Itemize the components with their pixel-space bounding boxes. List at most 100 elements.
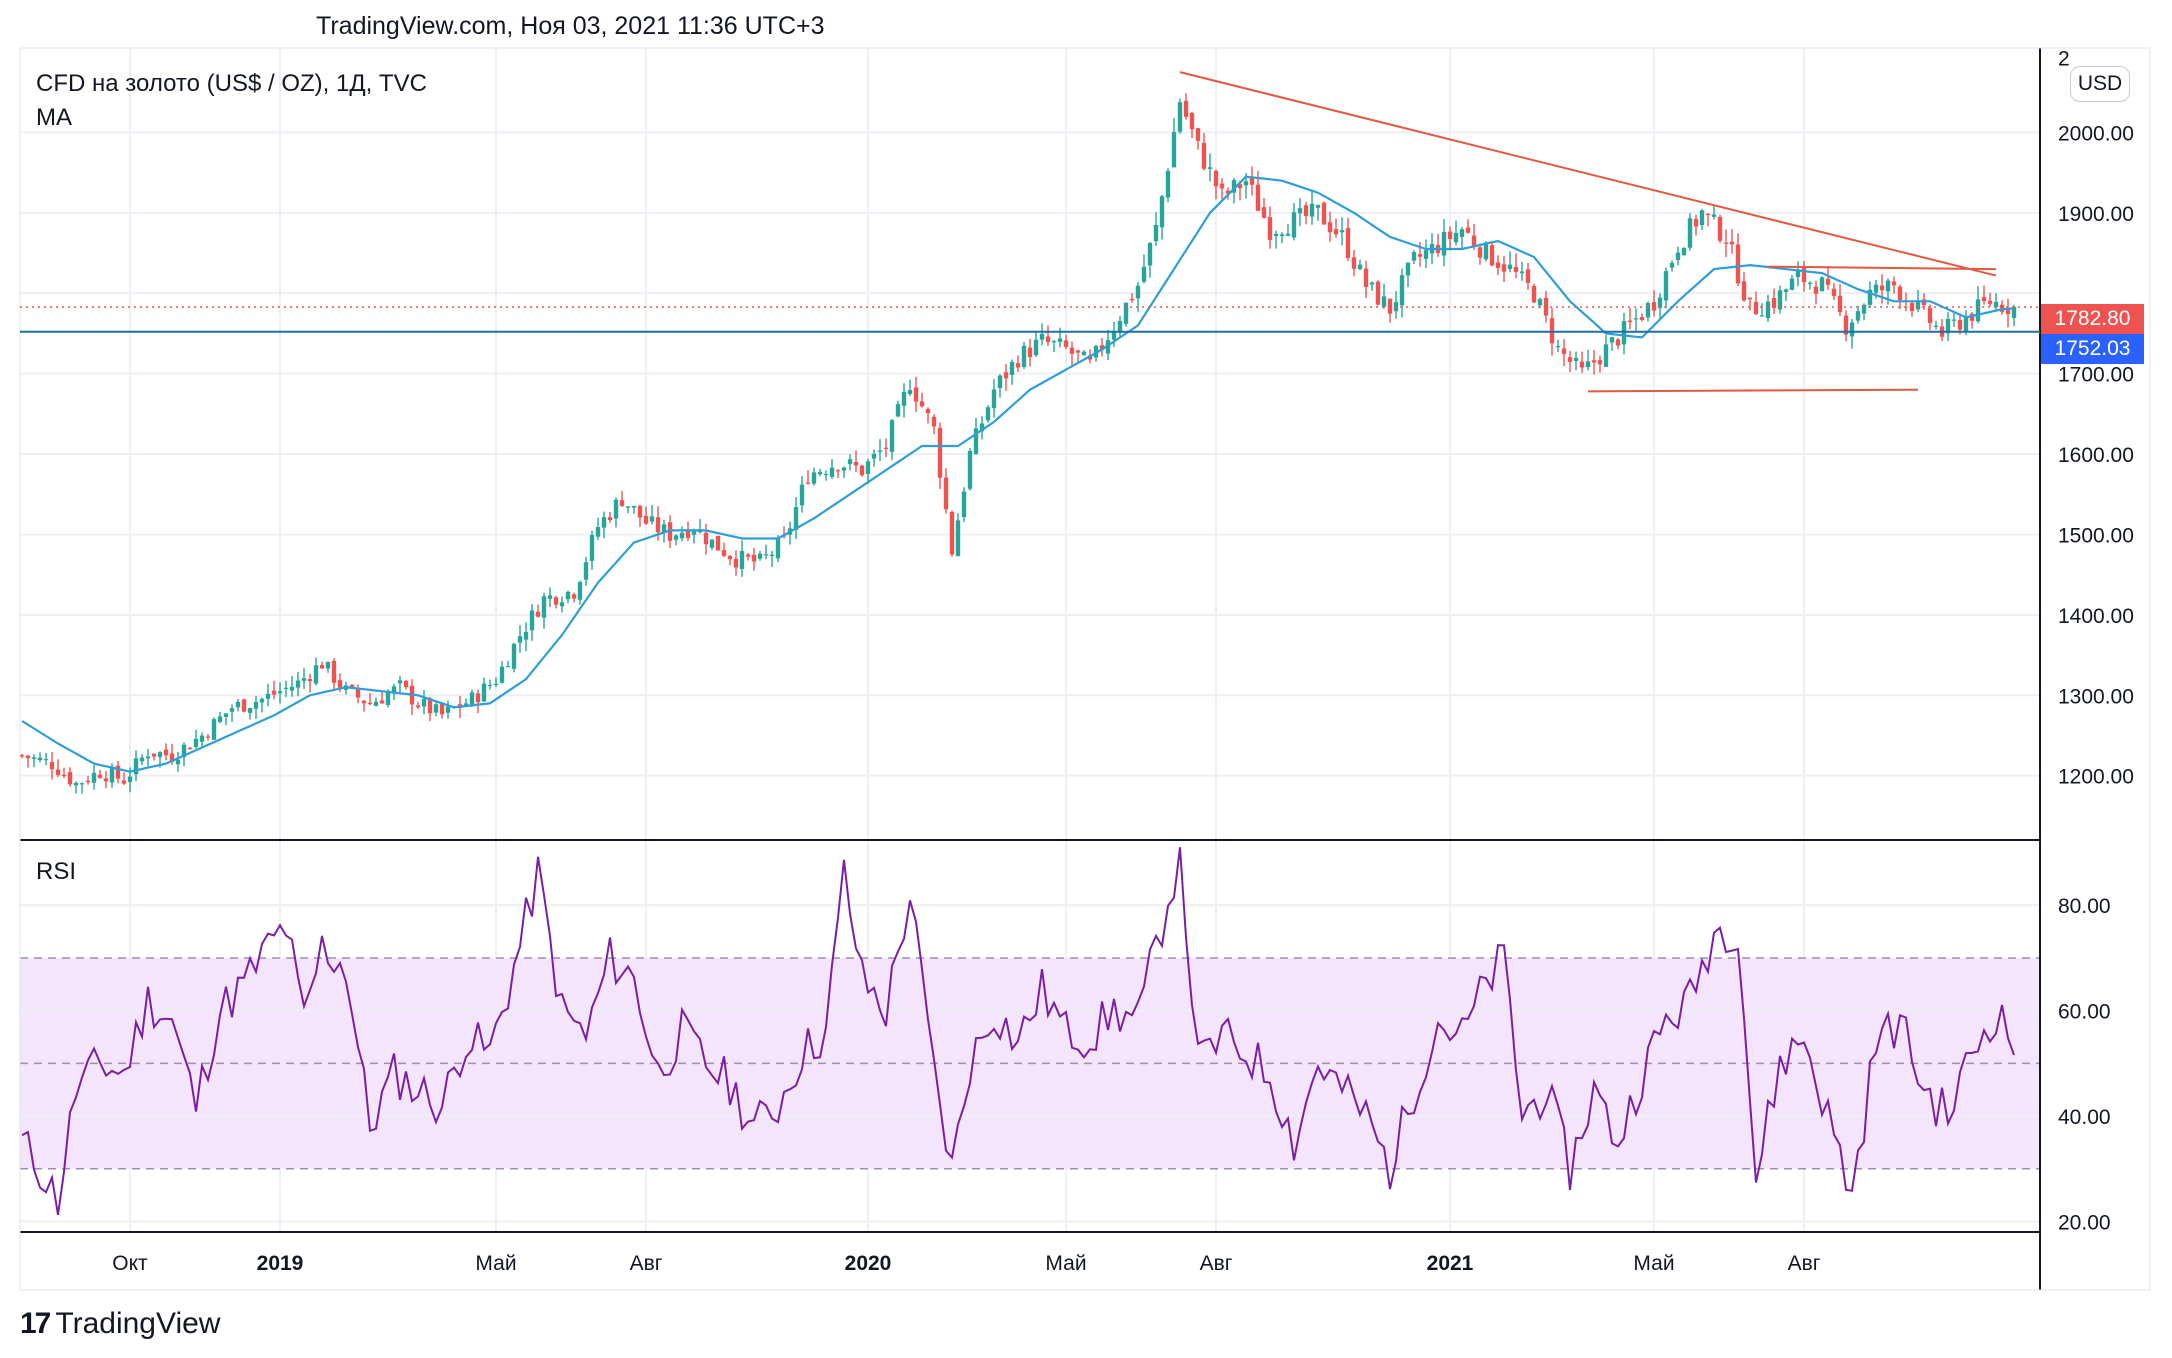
candle xyxy=(673,535,679,540)
candle xyxy=(361,700,367,704)
x-tick-label: 2020 xyxy=(845,1252,892,1275)
candle xyxy=(1159,196,1165,228)
candle xyxy=(1741,281,1747,301)
candle xyxy=(1753,301,1759,315)
candle xyxy=(61,774,67,776)
candle xyxy=(151,753,157,757)
candle xyxy=(967,450,973,489)
rsi-y-tick-label: 60.00 xyxy=(2058,1001,2111,1024)
currency-badge[interactable]: USD xyxy=(2070,66,2130,102)
chart-frame xyxy=(19,47,2151,1291)
candle xyxy=(1471,235,1477,246)
candle xyxy=(529,610,535,631)
candle xyxy=(271,690,277,695)
candle xyxy=(2011,306,2017,318)
candle xyxy=(25,755,31,759)
tradingview-logo[interactable]: 17 TradingView xyxy=(20,1307,220,1341)
candle xyxy=(505,666,511,668)
candle xyxy=(469,692,475,705)
candle xyxy=(1447,231,1453,240)
x-tick-label: Авг xyxy=(630,1252,663,1275)
candle xyxy=(559,602,565,607)
candle xyxy=(1015,363,1021,368)
candle xyxy=(1351,257,1357,269)
candle xyxy=(421,698,427,707)
candle xyxy=(493,683,499,685)
y-tick-label: 1600.00 xyxy=(2058,444,2134,467)
candle xyxy=(685,529,691,539)
candle xyxy=(541,596,547,618)
candle xyxy=(169,753,175,763)
x-tick-label: Май xyxy=(1045,1252,1086,1275)
candle xyxy=(703,532,709,545)
candle xyxy=(181,744,187,758)
x-tick-label: Авг xyxy=(1200,1252,1233,1275)
candle xyxy=(517,636,523,643)
candle xyxy=(139,757,145,762)
candle xyxy=(211,719,217,740)
candle xyxy=(709,539,715,548)
candle xyxy=(1573,357,1579,361)
level-price-tag: 1752.03 xyxy=(2041,334,2144,364)
candle xyxy=(1459,229,1465,237)
candle xyxy=(1963,316,1969,332)
candle xyxy=(1453,232,1459,243)
candle xyxy=(931,416,937,427)
candle xyxy=(1465,227,1471,233)
candle xyxy=(1153,224,1159,242)
candle xyxy=(397,680,403,684)
candle xyxy=(511,643,517,669)
tradingview-logo-icon: 17 xyxy=(20,1307,51,1340)
candle xyxy=(1063,340,1069,347)
candle xyxy=(337,680,343,688)
candle xyxy=(307,679,313,682)
candle xyxy=(571,594,577,599)
candle xyxy=(433,704,439,713)
candle xyxy=(295,680,301,688)
y-tick-label: 1200.00 xyxy=(2058,766,2134,789)
candle xyxy=(1477,247,1483,258)
candle xyxy=(1237,184,1243,189)
candle xyxy=(193,738,199,748)
x-tick-label: Авг xyxy=(1788,1252,1821,1275)
candle xyxy=(829,467,835,477)
candle xyxy=(1045,336,1051,343)
candle xyxy=(1033,339,1039,356)
candle xyxy=(379,700,385,704)
candle xyxy=(1081,351,1087,356)
candle xyxy=(19,755,25,757)
candle xyxy=(625,506,631,508)
candle xyxy=(649,516,655,522)
candle xyxy=(1669,263,1675,268)
candle xyxy=(103,778,109,782)
candle xyxy=(793,507,799,530)
candle xyxy=(1417,254,1423,257)
candle xyxy=(985,407,991,421)
symbol-legend[interactable]: CFD на золото (US$ / OZ), 1Д, TVC xyxy=(36,70,427,97)
candle xyxy=(1663,271,1669,301)
candle xyxy=(1525,269,1531,283)
candle xyxy=(979,423,985,432)
y-tick-label: 1900.00 xyxy=(2058,203,2134,226)
candle xyxy=(1177,102,1183,132)
candle xyxy=(721,549,727,556)
candle xyxy=(859,465,865,476)
rsi-y-tick-label: 80.00 xyxy=(2058,895,2111,918)
candle xyxy=(1339,230,1345,233)
candle xyxy=(403,680,409,688)
candle xyxy=(1315,204,1321,208)
candle xyxy=(1825,278,1831,285)
candle xyxy=(1285,233,1291,236)
candle xyxy=(1867,289,1873,305)
ma-legend[interactable]: MA xyxy=(36,104,72,131)
candle xyxy=(751,554,757,562)
brand-name: TradingView xyxy=(55,1307,221,1340)
candle xyxy=(1597,360,1603,365)
rsi-legend[interactable]: RSI xyxy=(36,858,77,885)
candle xyxy=(1801,266,1807,283)
candle xyxy=(1231,180,1237,193)
candle xyxy=(943,477,949,510)
candle xyxy=(1915,300,1921,310)
